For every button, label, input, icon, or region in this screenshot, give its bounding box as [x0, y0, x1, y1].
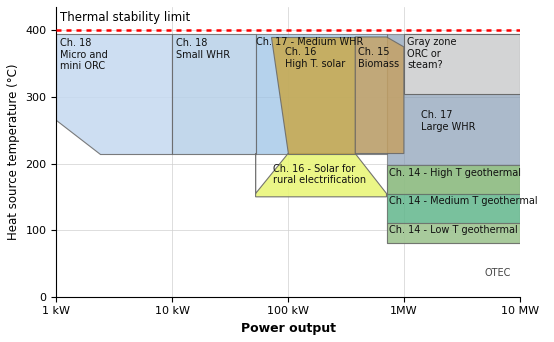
Text: Ch. 18
Micro and
mini ORC: Ch. 18 Micro and mini ORC [60, 38, 107, 71]
Text: Ch. 16 - Solar for
rural electrification: Ch. 16 - Solar for rural electrification [273, 163, 366, 185]
Polygon shape [387, 165, 520, 194]
Polygon shape [271, 37, 355, 154]
Polygon shape [172, 34, 255, 154]
Text: Ch. 16
High T. solar: Ch. 16 High T. solar [285, 47, 345, 68]
Text: Ch. 17 - Medium WHR: Ch. 17 - Medium WHR [255, 37, 363, 47]
Polygon shape [255, 34, 387, 154]
Polygon shape [355, 37, 404, 154]
Text: OTEC: OTEC [484, 268, 510, 278]
Text: Ch. 14 - Medium T geothermal: Ch. 14 - Medium T geothermal [389, 196, 537, 206]
Polygon shape [387, 34, 520, 244]
Text: Ch. 14 - Low T geothermal: Ch. 14 - Low T geothermal [389, 225, 517, 235]
Polygon shape [387, 194, 520, 223]
Polygon shape [255, 154, 387, 197]
Polygon shape [387, 223, 520, 244]
Text: Ch. 17
Large WHR: Ch. 17 Large WHR [421, 110, 476, 132]
X-axis label: Power output: Power output [240, 322, 336, 335]
Polygon shape [57, 34, 172, 154]
Polygon shape [404, 34, 520, 94]
Text: Ch. 14 - High T geothermal: Ch. 14 - High T geothermal [389, 168, 521, 178]
Text: Ch. 18
Small WHR: Ch. 18 Small WHR [176, 38, 230, 60]
Text: Thermal stability limit: Thermal stability limit [60, 11, 190, 24]
Text: Gray zone
ORC or
steam?: Gray zone ORC or steam? [407, 37, 457, 70]
Text: Ch. 15
Biomass: Ch. 15 Biomass [357, 47, 399, 68]
Y-axis label: Heat source temperature (°C): Heat source temperature (°C) [7, 64, 20, 240]
